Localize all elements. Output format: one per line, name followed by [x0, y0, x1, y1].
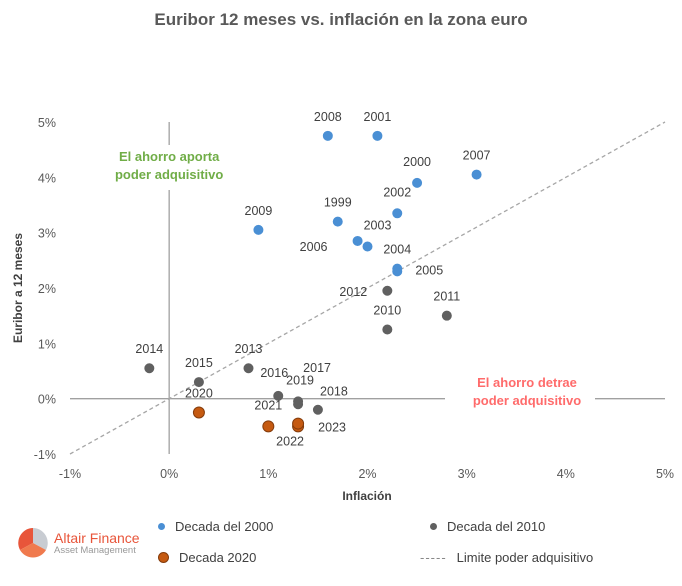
- data-label-2008: 2008: [314, 110, 342, 124]
- x-tick-label: -1%: [59, 467, 81, 481]
- data-point-2013: [243, 363, 254, 374]
- data-point-2009: [253, 224, 264, 235]
- legend-item-2020: Decada 2020: [158, 550, 256, 565]
- y-tick-label: -1%: [34, 448, 56, 462]
- x-tick-label: 5%: [656, 467, 674, 481]
- data-point-2023: [292, 417, 305, 430]
- legend-label-2000: Decada del 2000: [175, 519, 274, 534]
- data-point-2020: [192, 406, 205, 419]
- annotation-mask: [165, 145, 174, 190]
- data-point-2018: [312, 404, 323, 415]
- x-tick-label: 4%: [557, 467, 575, 481]
- data-label-2007: 2007: [463, 149, 491, 163]
- x-axis-label: Inflación: [342, 489, 391, 503]
- y-tick-label: 3%: [38, 227, 56, 241]
- legend-marker-2000: [158, 523, 165, 530]
- logo-subtitle: Asset Management: [54, 544, 136, 556]
- data-point-2007: [471, 169, 482, 180]
- data-point-2012: [382, 285, 393, 296]
- data-label-2017: 2017: [303, 361, 331, 375]
- data-label-2012: 2012: [339, 285, 367, 299]
- altair-finance-logo: Altair Finance Asset Management: [16, 526, 140, 560]
- x-tick-label: 3%: [458, 467, 476, 481]
- data-label-2003: 2003: [364, 219, 392, 233]
- data-label-2020: 2020: [185, 387, 213, 401]
- legend-marker-2020: [158, 552, 169, 563]
- data-label-2000: 2000: [403, 155, 431, 169]
- legend-label-limit: Limite poder adquisitivo: [456, 550, 594, 565]
- data-label-2001: 2001: [364, 110, 392, 124]
- data-point-2008: [322, 130, 333, 141]
- data-point-2011: [441, 310, 452, 321]
- y-tick-label: 4%: [38, 171, 56, 185]
- data-point-2006: [352, 235, 363, 246]
- data-label-2005: 2005: [415, 263, 443, 277]
- x-tick-label: 1%: [259, 467, 277, 481]
- annotation-text: poder adquisitivo: [115, 167, 223, 182]
- data-label-2011: 2011: [433, 290, 460, 304]
- data-point-2000: [412, 177, 423, 188]
- annotation-text: El ahorro detrae: [477, 375, 577, 390]
- data-label-2013: 2013: [235, 342, 263, 356]
- data-point-2014: [144, 363, 155, 374]
- data-label-2022: 2022: [276, 434, 304, 448]
- data-label-2021: 2021: [254, 398, 282, 412]
- legend-marker-2010: [430, 523, 437, 530]
- y-tick-label: 5%: [38, 116, 56, 130]
- data-label-2014: 2014: [135, 342, 163, 356]
- data-label-2018: 2018: [320, 385, 348, 399]
- data-point-2003: [362, 241, 373, 252]
- legend-item-limit: ----- Limite poder adquisitivo: [420, 550, 593, 565]
- data-label-2015: 2015: [185, 356, 213, 370]
- chart-title: Euribor 12 meses vs. inflación en la zon…: [154, 10, 528, 29]
- annotation-text: El ahorro aporta: [119, 149, 220, 164]
- data-label-2004: 2004: [383, 243, 411, 257]
- legend-label-2010: Decada del 2010: [447, 519, 546, 534]
- data-label-2010: 2010: [373, 304, 401, 318]
- y-axis-label: Euribor a 12 meses: [11, 233, 25, 343]
- data-point-2010: [382, 324, 393, 335]
- y-tick-label: 1%: [38, 337, 56, 351]
- legend-label-2020: Decada 2020: [179, 550, 257, 565]
- x-tick-label: 2%: [358, 467, 376, 481]
- annotation-mask: [445, 394, 595, 403]
- data-point-2001: [372, 130, 383, 141]
- logo-name: Altair Finance: [54, 529, 140, 546]
- data-point-2005: [392, 266, 403, 277]
- data-label-2002: 2002: [383, 185, 411, 199]
- legend-item-2000: Decada del 2000: [158, 519, 273, 534]
- data-label-2019: 2019: [286, 373, 314, 387]
- data-label-2006: 2006: [300, 240, 328, 254]
- data-point-1999: [332, 216, 343, 227]
- annotation-text: poder adquisitivo: [473, 393, 581, 408]
- reference-line: [69, 121, 666, 455]
- legend-item-2010: Decada del 2010: [430, 519, 545, 534]
- legend-dashed-line: -----: [420, 550, 447, 565]
- y-tick-label: 0%: [38, 393, 56, 407]
- data-point-2002: [392, 208, 403, 219]
- data-label-2023: 2023: [318, 421, 346, 435]
- data-point-2021: [262, 420, 275, 433]
- x-tick-label: 0%: [160, 467, 178, 481]
- data-point-2015: [193, 377, 204, 388]
- data-point-2016: [273, 390, 284, 401]
- data-point-2019: [293, 396, 304, 407]
- y-tick-label: 2%: [38, 282, 56, 296]
- logo-icon: [18, 528, 48, 558]
- data-label-2016: 2016: [260, 366, 288, 380]
- data-label-2009: 2009: [245, 204, 273, 218]
- data-label-1999: 1999: [324, 196, 352, 210]
